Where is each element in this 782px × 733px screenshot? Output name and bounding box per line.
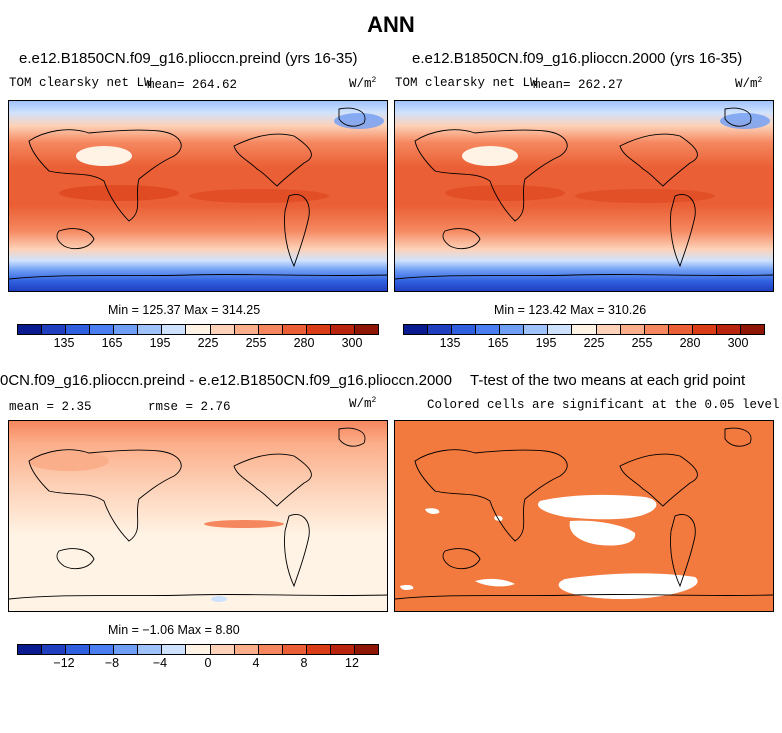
colorbar-tick: 135	[439, 336, 461, 350]
colorbar-tick: −12	[53, 656, 75, 670]
colorbar-tick: 225	[197, 336, 219, 350]
panel1-subtitle: TOM clearsky net LW	[9, 76, 152, 90]
panel3-title: 0CN.f09_g16.plioccn.preind - e.e12.B1850…	[0, 372, 452, 389]
colorbar-tick: 195	[149, 336, 171, 350]
colorbar-tick: 280	[679, 336, 701, 350]
panel2-minmax: Min = 123.42 Max = 310.26	[494, 303, 647, 317]
colorbar-tick: 4	[252, 656, 260, 670]
panel2-subtitle: TOM clearsky net LW	[395, 76, 538, 90]
colorbar-tick: 280	[293, 336, 315, 350]
panel1-units: W/m2	[349, 76, 377, 92]
panel1-colorbar	[17, 324, 379, 335]
colorbar-tick: 135	[53, 336, 75, 350]
panel2-mean: mean= 262.27	[533, 78, 624, 92]
colorbar-tick: 12	[345, 656, 359, 670]
colorbar-tick: 165	[101, 336, 123, 350]
panel3-minmax: Min = −1.06 Max = 8.80	[108, 623, 240, 637]
panel2-title: e.e12.B1850CN.f09_g16.plioccn.2000 (yrs …	[412, 50, 743, 67]
colorbar-tick: 255	[631, 336, 653, 350]
colorbar-tick: 225	[583, 336, 605, 350]
panel4-title: T-test of the two means at each grid poi…	[470, 372, 746, 389]
colorbar-tick: 255	[245, 336, 267, 350]
panel3-map	[8, 420, 388, 612]
panel2-map	[394, 100, 774, 292]
panel1-title: e.e12.B1850CN.f09_g16.plioccn.preind (yr…	[19, 50, 358, 67]
panel1-mean: mean= 264.62	[147, 78, 238, 92]
panel3-mean: mean = 2.35	[9, 400, 92, 414]
panel2-units: W/m2	[735, 76, 763, 92]
colorbar-tick: −4	[152, 656, 168, 670]
panel1-minmax: Min = 125.37 Max = 314.25	[108, 303, 261, 317]
panel4-subtitle: Colored cells are significant at the 0.0…	[427, 398, 780, 412]
panel3-rmse: rmse = 2.76	[148, 400, 231, 414]
panel2-colorbar	[403, 324, 765, 335]
panel1-map	[8, 100, 388, 292]
colorbar-tick: 0	[204, 656, 212, 670]
colorbar-tick: 8	[300, 656, 308, 670]
colorbar-tick: 300	[727, 336, 749, 350]
colorbar-tick: 195	[535, 336, 557, 350]
colorbar-tick: 300	[341, 336, 363, 350]
colorbar-tick: 165	[487, 336, 509, 350]
figure-title: ANN	[367, 12, 415, 37]
panel4-map	[394, 420, 774, 612]
panel3-units: W/m2	[349, 396, 377, 412]
panel3-colorbar	[17, 644, 379, 655]
colorbar-tick: −8	[104, 656, 120, 670]
